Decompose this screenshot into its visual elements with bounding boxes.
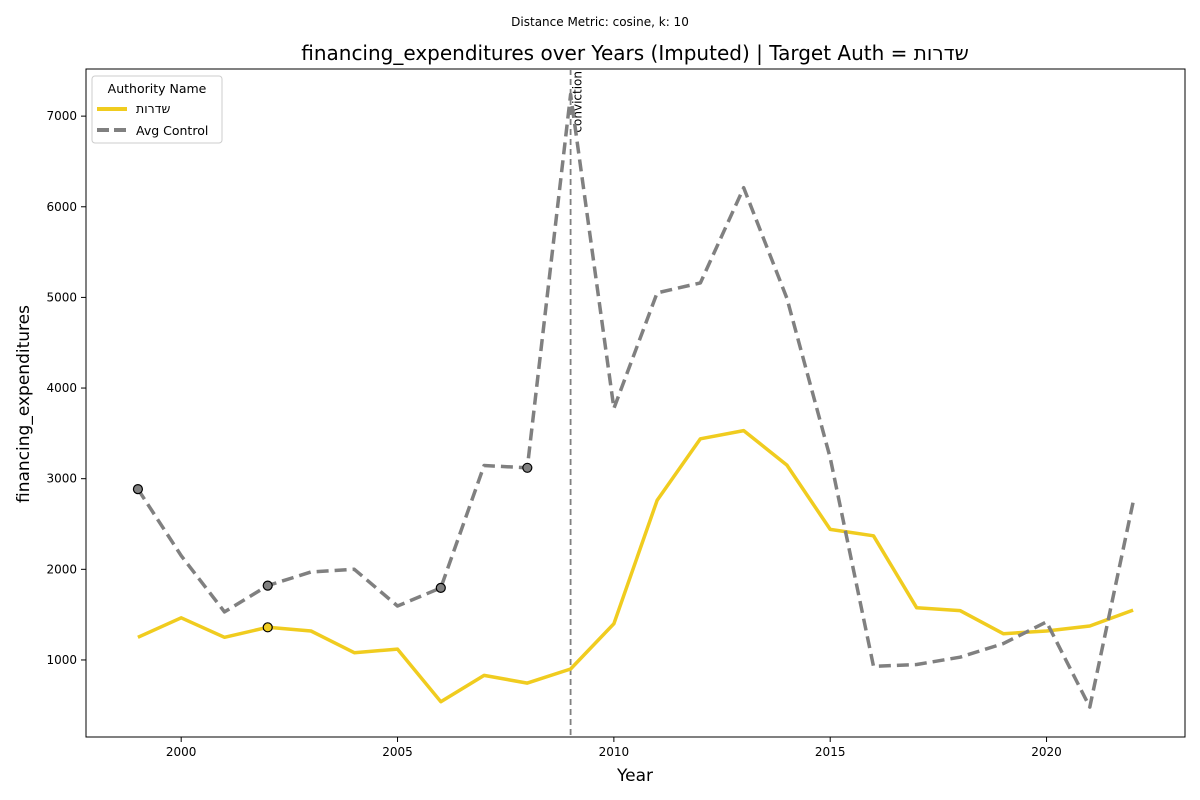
y-tick-label: 2000	[46, 562, 77, 576]
annotation-label: conviction	[571, 71, 585, 133]
marker-layer	[132, 462, 533, 633]
y-tick-label: 5000	[46, 290, 77, 304]
x-tick-label: 2010	[599, 745, 630, 759]
x-axis: 2000 2005 2010 2015 2020	[166, 737, 1062, 759]
imputed-marker-series-1	[435, 582, 446, 594]
y-axis: 1000 2000 3000 4000 5000 6000 7000	[46, 109, 86, 667]
y-tick-label: 1000	[46, 653, 77, 667]
x-tick-label: 2005	[382, 745, 413, 759]
series-layer	[136, 92, 1135, 709]
chart-title: financing_expenditures over Years (Imput…	[301, 41, 969, 65]
x-axis-title: Year	[616, 766, 653, 786]
series-line-0	[137, 428, 1134, 704]
plot-frame	[85, 68, 1186, 738]
y-axis-title: financing_expenditures	[14, 305, 34, 503]
x-tick-label: 2020	[1031, 745, 1062, 759]
legend: Authority Name שדרות Avg Control	[91, 75, 223, 144]
y-tick-label: 4000	[46, 381, 77, 395]
imputed-marker-series-1	[262, 580, 273, 591]
legend-label-series-0: שדרות	[136, 101, 171, 116]
legend-label-series-1: Avg Control	[136, 123, 208, 138]
y-tick-label: 3000	[46, 472, 77, 486]
imputed-marker-series-0	[262, 622, 273, 633]
imputed-marker-series-1	[132, 484, 144, 495]
series-line-1	[136, 92, 1135, 709]
legend-box	[91, 75, 223, 144]
imputed-marker-series-1	[522, 462, 533, 473]
x-tick-label: 2000	[166, 745, 197, 759]
chart-suptitle: Distance Metric: cosine, k: 10	[511, 15, 689, 29]
y-tick-label: 7000	[46, 109, 77, 123]
plot-area	[85, 68, 1186, 738]
legend-title: Authority Name	[108, 81, 207, 96]
y-tick-label: 6000	[46, 200, 77, 214]
x-tick-label: 2015	[815, 745, 846, 759]
